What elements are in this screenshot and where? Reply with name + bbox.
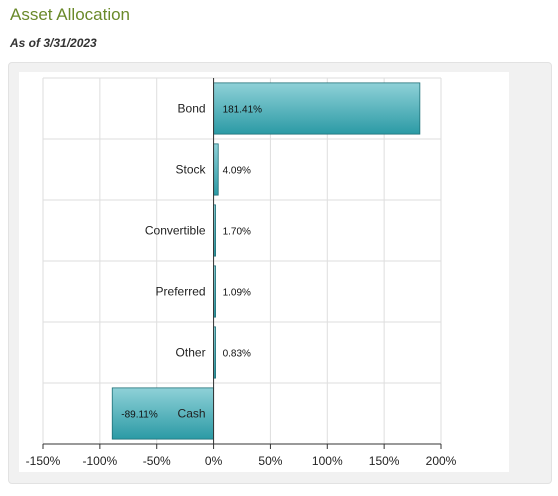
x-tick-label: 0% [205, 454, 223, 468]
x-tick-label: 50% [258, 454, 282, 468]
asset-allocation-chart: Bond 181.41% Stock 4.09% Convertible 1.70% Pre… [19, 72, 509, 472]
x-tick-label: -50% [143, 454, 171, 468]
page-title: Asset Allocation [10, 5, 131, 24]
data-label: -89.11% [121, 410, 158, 421]
x-tick-label: 200% [426, 454, 457, 468]
category-label: Bond [178, 102, 206, 116]
data-label: 1.09% [223, 288, 251, 299]
category-label: Other [176, 346, 206, 360]
data-label: 4.09% [223, 166, 251, 177]
as-of-date: As of 3/31/2023 [10, 36, 97, 50]
bar-stock [213, 143, 219, 196]
data-label: 1.70% [223, 227, 251, 238]
x-tick-label: 150% [369, 454, 400, 468]
category-label: Stock [176, 163, 207, 177]
bar-cash [111, 387, 214, 440]
x-tick-label: -100% [83, 454, 118, 468]
data-label: 181.41% [223, 105, 263, 116]
category-label: Cash [178, 407, 206, 421]
category-label: Preferred [156, 285, 206, 299]
data-label: 0.83% [223, 349, 251, 360]
x-tick-label: 100% [312, 454, 343, 468]
x-tick-label: -150% [26, 454, 61, 468]
category-label: Convertible [145, 224, 206, 238]
bar-bond [213, 82, 421, 135]
